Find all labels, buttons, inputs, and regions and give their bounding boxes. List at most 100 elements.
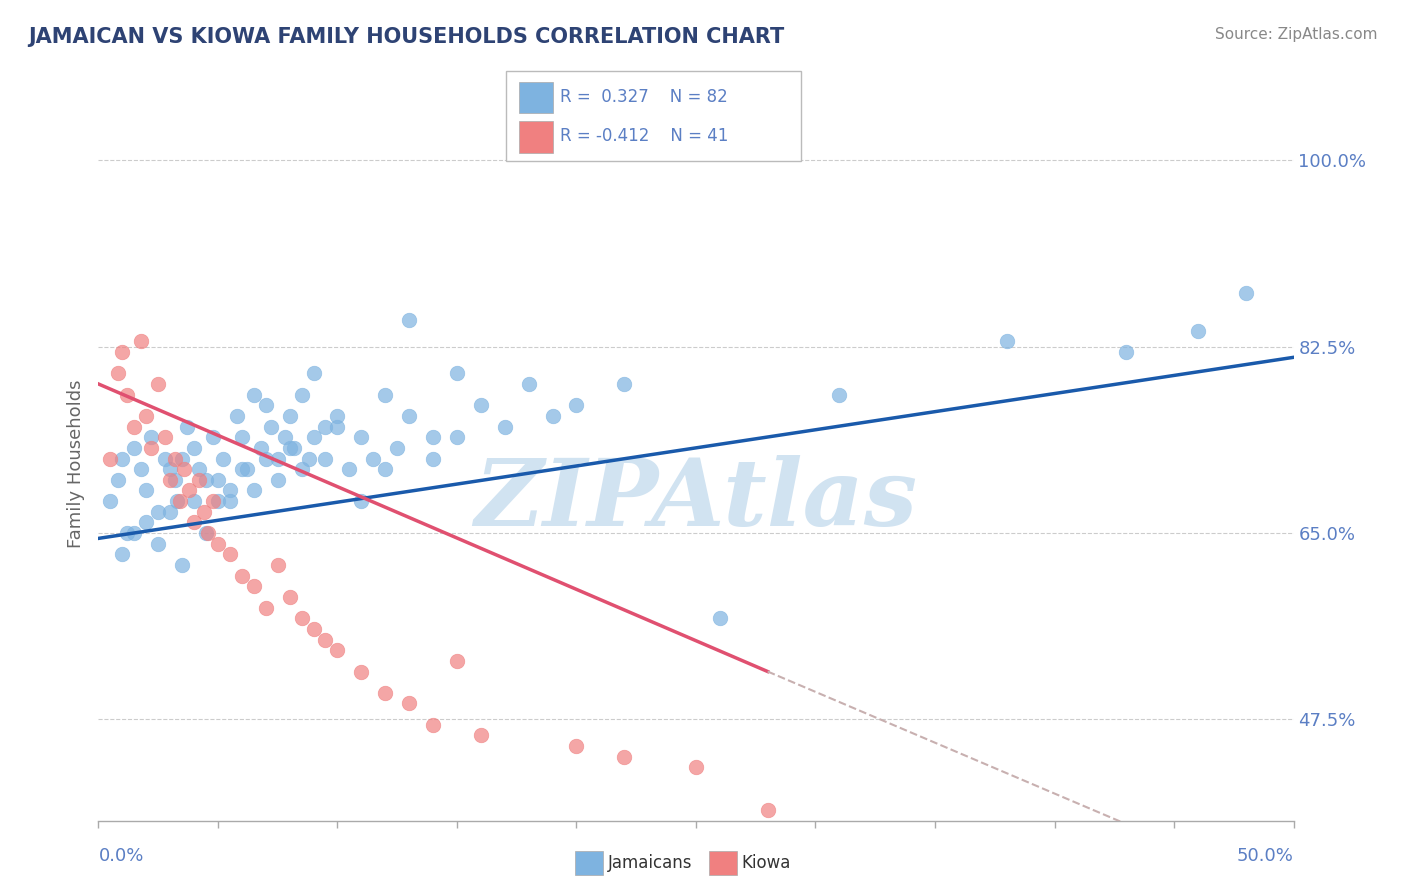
Point [267,473,290,487]
Point [111,451,134,466]
Point [446,367,468,381]
Text: 50.0%: 50.0% [1237,847,1294,865]
Point [302,622,325,636]
Point [374,387,396,401]
Point [1187,324,1209,338]
Point [115,387,138,401]
Point [350,430,373,444]
Text: Jamaicans: Jamaicans [607,854,692,871]
Point [207,473,229,487]
Point [169,494,191,508]
Point [235,462,257,476]
Point [193,505,215,519]
Point [315,419,337,434]
Point [195,473,218,487]
Point [148,505,170,519]
Point [315,451,337,466]
Point [159,462,181,476]
Point [350,665,373,679]
Point [195,526,218,541]
Point [207,494,229,508]
Point [339,462,361,476]
Point [135,516,157,530]
Point [148,376,170,391]
Text: R = -0.412    N = 41: R = -0.412 N = 41 [560,128,728,145]
Point [172,558,194,572]
Point [291,387,314,401]
Point [274,430,297,444]
Point [374,462,396,476]
Point [398,409,420,423]
Point [278,590,301,604]
Point [124,526,146,541]
Point [374,686,396,700]
Point [709,611,731,625]
Point [183,516,205,530]
Point [494,419,516,434]
Point [187,473,209,487]
Point [756,803,779,817]
Point [685,760,707,774]
Point [219,483,242,498]
Point [148,537,170,551]
Point [254,600,277,615]
Point [187,462,209,476]
Point [422,718,444,732]
Point [163,473,186,487]
Point [470,398,492,412]
Point [259,419,281,434]
Point [207,537,229,551]
Point [231,568,253,582]
Point [267,451,290,466]
Point [302,430,325,444]
Point [302,367,325,381]
Point [470,728,492,742]
Point [243,387,266,401]
Point [231,462,253,476]
Point [398,697,420,711]
Point [243,579,266,593]
Point [446,430,468,444]
Text: JAMAICAN VS KIOWA FAMILY HOUSEHOLDS CORRELATION CHART: JAMAICAN VS KIOWA FAMILY HOUSEHOLDS CORR… [28,27,785,46]
Point [267,558,290,572]
Point [995,334,1018,349]
Text: ZIPAtlas: ZIPAtlas [474,455,918,544]
Point [211,451,233,466]
Point [98,451,122,466]
Point [155,430,177,444]
Point [565,739,588,753]
Point [219,547,242,561]
Point [131,334,153,349]
Point [291,611,314,625]
Point [278,409,301,423]
Point [422,430,444,444]
Point [231,430,253,444]
Point [202,430,225,444]
Point [107,473,129,487]
Point [243,483,266,498]
Point [541,409,564,423]
Point [135,483,157,498]
Point [107,367,129,381]
Point [111,345,134,359]
Point [254,451,277,466]
Point [124,441,146,455]
Point [176,419,198,434]
Point [828,387,851,401]
Point [111,547,134,561]
Point [183,494,205,508]
Y-axis label: Family Households: Family Households [66,380,84,548]
Point [163,451,186,466]
Point [291,462,314,476]
Point [254,398,277,412]
Point [183,441,205,455]
Point [159,505,181,519]
Point [565,398,588,412]
Point [173,462,195,476]
Point [517,376,540,391]
Point [398,313,420,327]
Point [613,749,636,764]
Point [166,494,188,508]
Point [385,441,409,455]
Point [202,494,225,508]
